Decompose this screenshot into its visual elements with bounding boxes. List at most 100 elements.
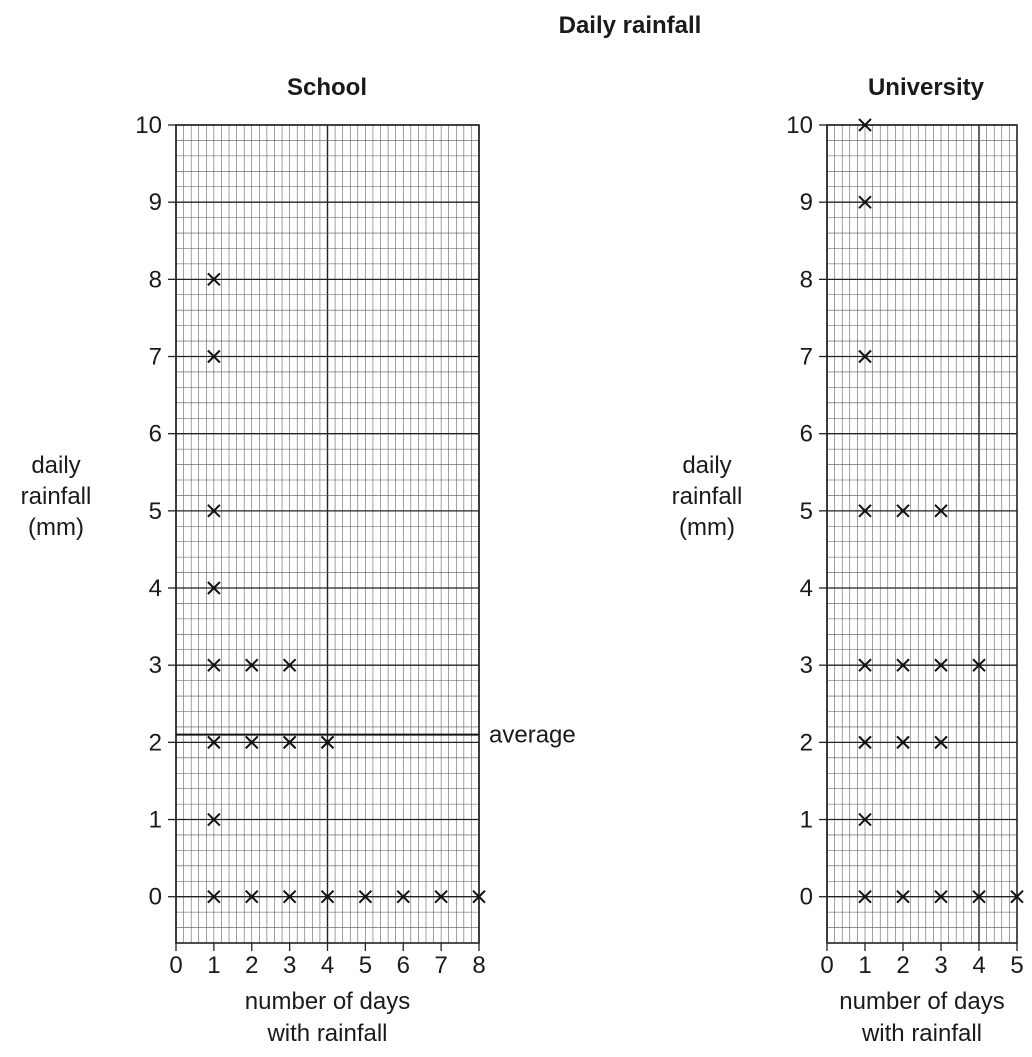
data-point-marker	[282, 658, 297, 672]
data-point-marker	[934, 504, 948, 518]
y-tick-label: 0	[800, 884, 813, 911]
marker-stroke	[934, 735, 948, 750]
marker-stroke	[972, 658, 986, 672]
y-tick-label: 5	[149, 498, 162, 525]
data-point-marker	[434, 889, 448, 904]
y-tick-label: 4	[149, 575, 162, 602]
x-tick-label: 4	[321, 952, 334, 979]
marker-stroke	[972, 889, 986, 904]
y-axis-label: daily rainfall (mm)	[672, 452, 743, 541]
plot-frame	[826, 124, 1018, 944]
marker-stroke	[207, 581, 221, 595]
marker-stroke	[396, 889, 410, 904]
marker-stroke	[858, 118, 872, 132]
chart-title: School	[287, 74, 367, 101]
x-axis-label-line: number of days	[245, 988, 410, 1015]
data-point-marker	[207, 889, 221, 904]
marker-stroke	[282, 658, 297, 672]
marker-stroke	[858, 195, 872, 209]
data-point-marker	[896, 504, 910, 518]
data-point-marker	[858, 195, 872, 209]
marker-stroke	[858, 812, 872, 827]
data-point-marker	[245, 735, 259, 750]
marker-stroke	[207, 272, 221, 287]
y-axis-label-line: daily	[31, 452, 80, 479]
y-tick-label: 8	[800, 266, 813, 293]
marker-stroke	[207, 889, 221, 904]
marker-stroke	[858, 735, 872, 750]
data-point-marker	[858, 118, 872, 132]
marker-stroke	[207, 349, 221, 364]
x-axis-label-line: with rainfall	[861, 1020, 982, 1047]
data-point-marker	[972, 658, 986, 672]
data-point-marker	[896, 658, 910, 672]
marker-stroke	[858, 504, 872, 518]
marker-stroke	[858, 349, 872, 364]
data-point-marker	[934, 735, 948, 750]
y-tick-label: 9	[800, 189, 813, 216]
data-point-marker	[207, 581, 221, 595]
y-tick-label: 6	[149, 421, 162, 448]
x-tick-label: 7	[434, 952, 447, 979]
y-tick-label: 7	[149, 344, 162, 371]
marker-stroke	[934, 889, 948, 904]
marker-stroke	[207, 504, 221, 518]
data-point-marker	[934, 889, 948, 904]
x-tick-label: 8	[472, 952, 485, 979]
y-axis-label-line: daily	[682, 452, 731, 479]
y-tick-label: 4	[800, 575, 813, 602]
y-axis-label-line: rainfall	[21, 483, 92, 510]
marker-stroke	[245, 889, 259, 904]
y-tick-label: 1	[800, 807, 813, 834]
data-point-marker	[207, 658, 221, 672]
y-tick-label: 3	[800, 652, 813, 679]
marker-stroke	[207, 658, 221, 672]
data-point-marker	[207, 349, 221, 364]
data-point-marker	[358, 889, 373, 904]
marker-stroke	[358, 889, 373, 904]
y-axis-label-line: (mm)	[679, 514, 735, 541]
grid	[826, 124, 1018, 944]
data-point-marker	[1010, 889, 1024, 904]
data-point-marker	[858, 812, 872, 827]
data-point-marker	[320, 889, 335, 904]
y-tick-label: 7	[800, 344, 813, 371]
data-point-marker	[858, 349, 872, 364]
data-point-marker	[207, 812, 221, 827]
marker-stroke	[472, 889, 486, 904]
y-tick-label: 2	[149, 729, 162, 756]
x-axis-label: number of days with rainfall	[245, 988, 410, 1047]
marker-stroke	[858, 658, 872, 672]
marker-stroke	[858, 889, 872, 904]
data-point-marker	[207, 272, 221, 287]
marker-stroke	[896, 889, 910, 904]
y-axis-label: daily rainfall (mm)	[21, 452, 92, 541]
y-tick-label: 6	[800, 421, 813, 448]
marker-stroke	[282, 735, 297, 750]
marker-stroke	[934, 658, 948, 672]
data-point-marker	[858, 504, 872, 518]
data-point-marker	[858, 735, 872, 750]
marker-stroke	[282, 889, 297, 904]
x-tick-label: 4	[972, 952, 985, 979]
data-point-marker	[207, 504, 221, 518]
figure-title: Daily rainfall	[559, 12, 702, 39]
y-tick-label: 10	[786, 112, 813, 139]
grid	[175, 124, 480, 944]
y-axis-label-line: (mm)	[28, 514, 84, 541]
marker-stroke	[245, 658, 259, 672]
data-points	[858, 118, 1024, 904]
data-point-marker	[972, 889, 986, 904]
data-point-marker	[207, 735, 221, 750]
marker-stroke	[1010, 889, 1024, 904]
marker-stroke	[434, 889, 448, 904]
data-point-marker	[858, 658, 872, 672]
x-tick-label: 6	[397, 952, 410, 979]
x-tick-label: 2	[896, 952, 909, 979]
x-axis-label: number of days with rainfall	[839, 988, 1004, 1047]
x-tick-label: 0	[820, 952, 833, 979]
data-point-marker	[320, 735, 335, 750]
data-point-marker	[896, 889, 910, 904]
